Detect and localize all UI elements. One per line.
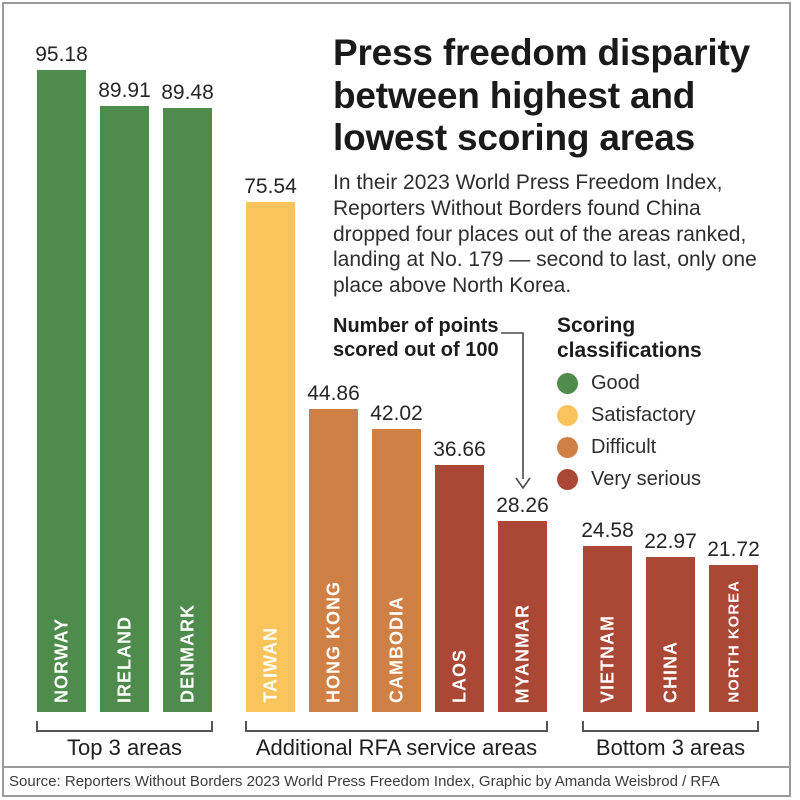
axis-annotation: Number of points scored out of 100 <box>333 315 499 361</box>
legend-item-difficult: Difficult <box>557 436 787 458</box>
bar-country-label: NORTH KOREA <box>725 580 742 703</box>
bar-country-label: VIETNAM <box>597 615 617 703</box>
legend-item-satisfactory: Satisfactory <box>557 404 787 426</box>
bar-myanmar: 28.26 MYANMAR <box>496 494 549 712</box>
group-bracket-top-3-areas <box>36 721 213 732</box>
legend-title: Scoring classifications <box>557 314 702 363</box>
legend-swatch-satisfactory <box>557 404 578 426</box>
bar-taiwan: 75.54 TAIWAN <box>244 175 297 712</box>
bar-value-label: 42.02 <box>370 402 423 425</box>
bar-hong-kong: 44.86 HONG KONG <box>307 382 360 712</box>
legend-swatch-good <box>557 372 578 394</box>
bar-value-label: 21.72 <box>707 538 760 561</box>
bar-country-label: MYANMAR <box>512 603 532 703</box>
bar-country-label: CAMBODIA <box>386 596 406 703</box>
bar-value-label: 22.97 <box>644 530 697 553</box>
legend-swatch-difficult <box>557 436 578 458</box>
footer-divider <box>2 766 791 768</box>
bar-value-label: 28.26 <box>496 494 549 517</box>
group-label-additional-rfa-service-areas: Additional RFA service areas <box>255 735 538 760</box>
bar-value-label: 36.66 <box>433 438 486 461</box>
legend-item-very-serious: Very serious <box>557 468 787 490</box>
bar-country-label: DENMARK <box>177 604 197 703</box>
bar-value-label: 75.54 <box>244 175 297 198</box>
intro-text: In their 2023 World Press Freedom Index,… <box>333 171 757 298</box>
legend-label: Difficult <box>591 435 657 458</box>
legend-items: Good Satisfactory Difficult Very serious <box>557 372 787 490</box>
legend: Scoring classifications Good Satisfactory… <box>557 313 787 500</box>
legend-label: Satisfactory <box>591 403 696 426</box>
bar-north-korea: 21.72 NORTH KOREA <box>707 538 760 712</box>
bar-country-label: IRELAND <box>114 616 134 703</box>
bar-ireland: 89.91 IRELAND <box>98 79 151 712</box>
bar-cambodia: 42.02 CAMBODIA <box>370 402 423 712</box>
bar-value-label: 95.18 <box>35 43 88 66</box>
group-bracket-additional-rfa-service-areas <box>245 721 548 732</box>
bar-country-label: HONG KONG <box>323 580 343 703</box>
group-label-bottom-3-areas: Bottom 3 areas <box>595 735 746 760</box>
bar-china: 22.97 CHINA <box>644 530 697 712</box>
group-bracket-bottom-3-areas <box>582 721 759 732</box>
bar-denmark: 89.48 DENMARK <box>161 81 214 712</box>
bar-value-label: 89.48 <box>161 81 214 104</box>
legend-item-good: Good <box>557 372 787 394</box>
bar-norway: 95.18 NORWAY <box>35 43 88 712</box>
bar-country-label: LAOS <box>449 648 469 703</box>
bar-laos: 36.66 LAOS <box>433 438 486 712</box>
bar-country-label: TAIWAN <box>260 627 280 703</box>
source-credit: Source: Reporters Without Borders 2023 W… <box>9 773 720 790</box>
legend-label: Good <box>591 371 640 394</box>
group-label-top-3-areas: Top 3 areas <box>67 735 182 760</box>
bar-value-label: 24.58 <box>581 519 634 542</box>
bar-country-label: CHINA <box>660 641 680 703</box>
legend-swatch-very-serious <box>557 468 578 490</box>
page-title: Press freedom disparity between highest … <box>333 32 750 159</box>
bar-vietnam: 24.58 VIETNAM <box>581 519 634 712</box>
bar-country-label: NORWAY <box>51 617 71 703</box>
bar-value-label: 44.86 <box>307 382 360 405</box>
legend-label: Very serious <box>591 467 702 490</box>
bar-value-label: 89.91 <box>98 79 151 102</box>
